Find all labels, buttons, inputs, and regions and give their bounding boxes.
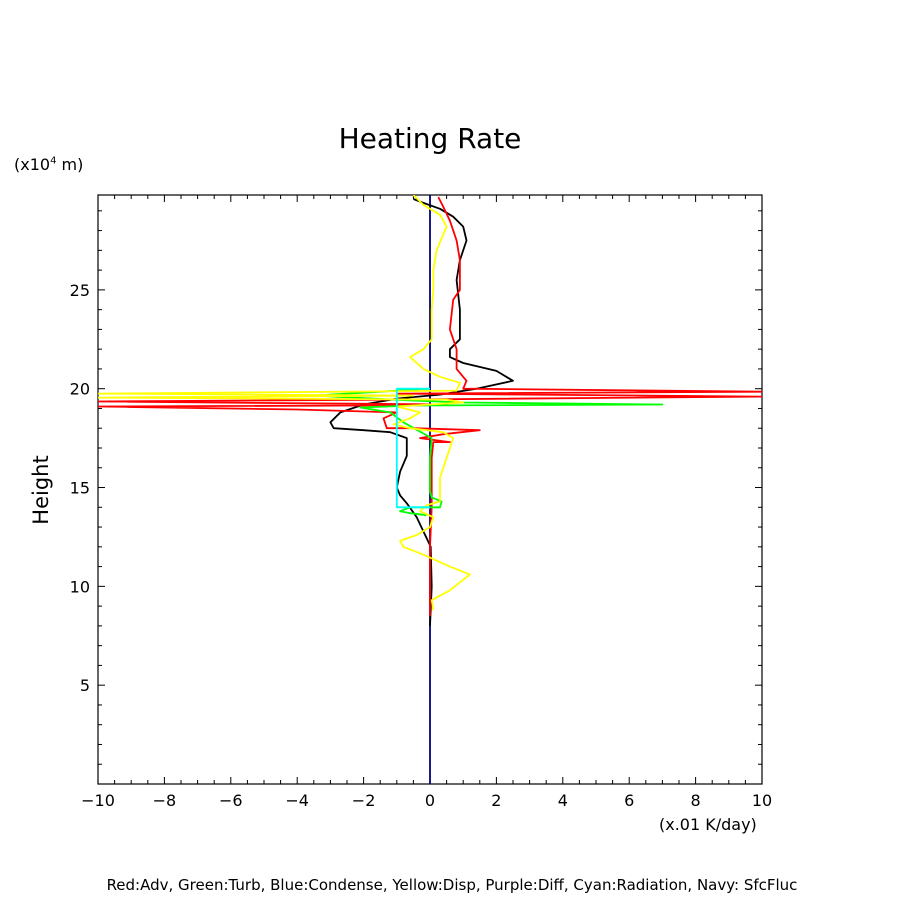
y-axis-unit: (x104 m) xyxy=(14,155,84,174)
y-tick-label: 5 xyxy=(80,676,90,695)
x-tick-label: 4 xyxy=(558,791,568,810)
y-tick-label: 25 xyxy=(70,281,90,300)
x-tick-label: −2 xyxy=(352,791,376,810)
x-tick-label: 2 xyxy=(491,791,501,810)
series-line-green-turb xyxy=(312,387,664,517)
y-tick-label: 10 xyxy=(70,577,90,596)
y-axis-label: Height xyxy=(29,455,53,525)
x-tick-label: −8 xyxy=(153,791,177,810)
x-tick-label: 10 xyxy=(752,791,772,810)
x-tick-label: −10 xyxy=(81,791,115,810)
x-tick-label: 6 xyxy=(624,791,634,810)
y-tick-label: 20 xyxy=(70,380,90,399)
legend: Red:Adv, Green:Turb, Blue:Condense, Yell… xyxy=(106,876,798,894)
series-line-black xyxy=(329,198,514,626)
y-tick-label: 15 xyxy=(70,479,90,498)
x-tick-label: 0 xyxy=(425,791,435,810)
series-line-red-adv xyxy=(98,196,762,616)
x-tick-label: −6 xyxy=(219,791,243,810)
x-tick-label: 8 xyxy=(691,791,701,810)
chart-title: Heating Rate xyxy=(338,122,522,155)
series-line-yellow-disp xyxy=(98,195,471,611)
series-line-cyan-radiation xyxy=(395,387,430,509)
x-axis-unit: (x.01 K/day) xyxy=(659,815,757,834)
x-tick-label: −4 xyxy=(285,791,309,810)
